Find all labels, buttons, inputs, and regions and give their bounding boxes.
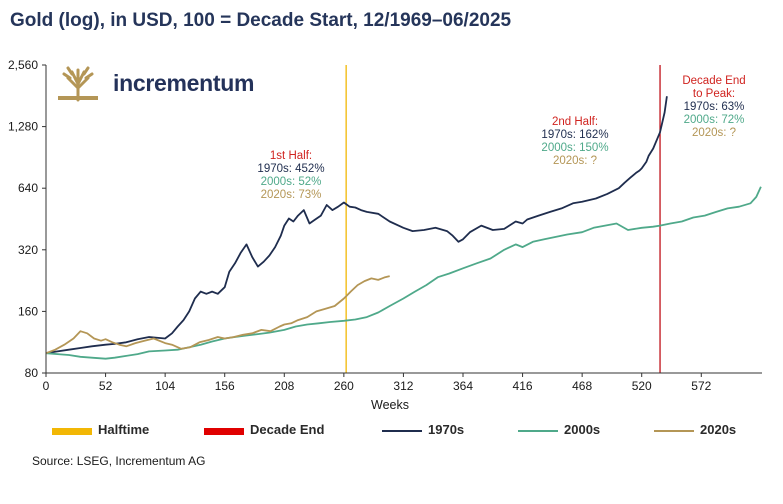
x-tick-label: 416 <box>513 379 533 393</box>
annotation-2000s: 2000s: 150% <box>541 142 609 154</box>
x-tick-label: 572 <box>691 379 711 393</box>
y-tick-label: 320 <box>18 243 38 257</box>
y-tick-label: 160 <box>18 304 38 318</box>
series-line-2000s <box>45 186 762 360</box>
annotation-2020s: 2020s: 73% <box>260 189 322 201</box>
annotation-header: to Peak: <box>692 88 736 100</box>
x-tick-label: 468 <box>572 379 592 393</box>
annotation-2020s: 2020s: ? <box>552 155 598 167</box>
x-tick-label: 260 <box>334 379 354 393</box>
annotation-2000s: 2000s: 72% <box>683 114 745 126</box>
vertical-markers <box>345 65 661 373</box>
series-line-2020s <box>45 275 390 355</box>
chart-svg: 80 160 320 640 1,280 2,560 0 52 104 156 208 260 312 3… <box>8 58 762 412</box>
logo-wordmark: incrementum <box>113 70 255 96</box>
legend-label: Decade End <box>250 422 325 437</box>
series-line-1970s <box>45 96 668 355</box>
x-tick-label: 0 <box>43 379 50 393</box>
legend-swatch <box>52 428 92 435</box>
annotation-header: 2nd Half: <box>551 116 599 128</box>
annotation-1970s: 1970s: 162% <box>541 129 609 141</box>
y-tick-label: 2,560 <box>8 58 38 72</box>
x-tick-label: 208 <box>274 379 294 393</box>
source-note: Source: LSEG, Incrementum AG <box>32 454 206 468</box>
y-tick-label: 80 <box>25 366 39 380</box>
x-tick-label: 312 <box>393 379 413 393</box>
legend-line <box>654 430 694 432</box>
annotation-decade-end: Decade End to Peak: 1970s: 63% 2000s: 72… <box>668 75 760 140</box>
legend-label: 2000s <box>564 422 601 437</box>
legend-line <box>518 430 558 432</box>
logo-tree-icon <box>58 66 98 107</box>
annotation-2020s: 2020s: ? <box>691 127 737 139</box>
annotation-1970s: 1970s: 452% <box>257 163 325 175</box>
series-lines <box>45 96 762 360</box>
y-tick-label: 1,280 <box>8 120 38 134</box>
x-tick-label: 104 <box>155 379 175 393</box>
annotation-header: 1st Half: <box>269 150 313 162</box>
annotation-2000s: 2000s: 52% <box>260 176 322 188</box>
legend-swatch <box>204 428 244 435</box>
annotation-second-half: 2nd Half: 1970s: 162% 2000s: 150% 2020s:… <box>530 116 620 168</box>
annotation-1970s: 1970s: 63% <box>683 101 745 113</box>
axes: 80 160 320 640 1,280 2,560 0 52 104 156 208 260 312 3… <box>8 58 762 412</box>
chart-title: Gold (log), in USD, 100 = Decade Start, … <box>10 10 512 31</box>
legend-label: 1970s <box>428 422 465 437</box>
legend-label: Halftime <box>98 422 150 437</box>
x-tick-label: 364 <box>453 379 473 393</box>
y-tick-label: 640 <box>18 181 38 195</box>
annotation-first-half: 1st Half: 1970s: 452% 2000s: 52% 2020s: … <box>246 150 336 202</box>
x-tick-label: 520 <box>632 379 652 393</box>
legend-line <box>382 430 422 432</box>
x-tick-label: 52 <box>99 379 113 393</box>
annotation-header: Decade End <box>682 75 746 87</box>
x-axis-label: Weeks <box>371 398 409 412</box>
x-tick-label: 156 <box>215 379 235 393</box>
legend-label: 2020s <box>700 422 737 437</box>
